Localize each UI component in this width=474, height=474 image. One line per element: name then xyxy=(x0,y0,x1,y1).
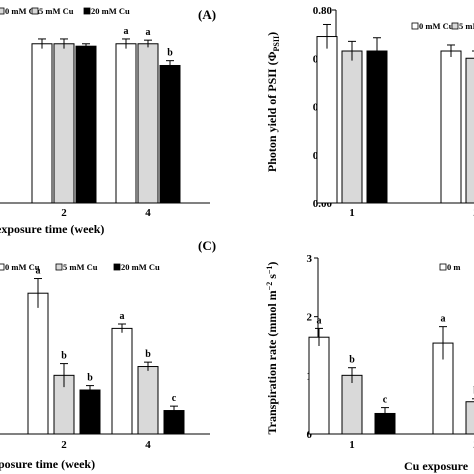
significance-letter: a xyxy=(124,26,129,37)
legend-label: 20 mM Cu xyxy=(121,262,160,272)
legend-label: 5 mM Cu xyxy=(39,6,74,16)
bar-0-mm-cu-2 xyxy=(440,50,462,204)
legend-label: 0 mM Cu xyxy=(419,21,454,31)
legend-swatch xyxy=(55,263,63,271)
y-tick-label: 2 xyxy=(307,312,313,324)
panel-c-xlabel: posure time (week) xyxy=(0,457,95,471)
legend-swatch xyxy=(0,7,5,15)
panel-a-xtick-2: 4 xyxy=(145,207,151,219)
significance-letter: b xyxy=(145,349,151,360)
bar-5-mm-cu-1 xyxy=(341,50,363,204)
legend-label: 0 mM Cu xyxy=(5,262,40,272)
bar-5-mm-cu-2 xyxy=(465,401,474,435)
bar-0-mm-cu-2 xyxy=(31,43,53,204)
panel-b-ylabel: Photon yield of PSII (ΦPSII) xyxy=(265,32,281,172)
panel-c-xtick-1: 2 xyxy=(61,439,67,451)
significance-letter: a xyxy=(441,314,446,325)
panel-c-chart: (C) 2 4 posure time (week) a b b a b c 0 mM Cu… xyxy=(0,238,216,471)
bar-20-mm-cu-1 xyxy=(366,50,388,204)
bar-20-mm-cu-2 xyxy=(79,389,101,435)
legend-swatch xyxy=(113,263,121,271)
bar-5-mm-cu-1 xyxy=(341,374,363,435)
significance-letter: a xyxy=(146,27,151,38)
panel-a-xtick-1: 2 xyxy=(61,207,67,219)
significance-letter: a xyxy=(317,315,322,326)
panel-d-xlabel: Cu exposure xyxy=(404,459,469,473)
bar-0-mm-cu-1 xyxy=(308,336,330,435)
y-tick-label: 0 xyxy=(307,429,313,441)
bar-0-mm-cu-1 xyxy=(316,36,338,204)
legend-swatch xyxy=(0,263,5,271)
significance-letter: c xyxy=(383,395,388,406)
significance-letter: b xyxy=(349,355,355,366)
panel-b-xtick-1: 1 xyxy=(349,207,355,219)
panel-d-chart: Transpiration rate (mmol m−2 s−1) 1 2 Cu… xyxy=(265,253,474,473)
significance-letter: a xyxy=(36,266,41,277)
legend-label: 5 mM Cu xyxy=(63,262,98,272)
y-tick-label: 3 xyxy=(307,253,313,265)
y-tick-label: 0.80 xyxy=(313,5,333,17)
significance-letter: b xyxy=(167,48,173,59)
significance-letter: b xyxy=(87,373,93,384)
legend-label: 5 mM Cu xyxy=(459,21,474,31)
legend-swatch xyxy=(83,7,91,15)
bar-5-mm-cu-2 xyxy=(465,57,474,204)
panel-b-chart: Photon yield of PSII (ΦPSII) 1 2 0.000.2… xyxy=(265,5,474,219)
bar-20-mm-cu-2 xyxy=(75,45,97,204)
panel-d-ylabel: Transpiration rate (mmol m−2 s−1) xyxy=(265,262,279,435)
legend-label: 0 m xyxy=(447,262,460,272)
significance-letter: a xyxy=(120,311,125,322)
legend-swatch xyxy=(31,7,39,15)
panel-c-xtick-2: 4 xyxy=(145,439,151,451)
legend-swatch xyxy=(451,22,459,30)
panel-d-xtick-1: 1 xyxy=(349,439,355,451)
panel-a-letter: (A) xyxy=(198,7,216,22)
significance-letter: c xyxy=(172,393,177,404)
legend-swatch xyxy=(411,22,419,30)
legend-label: 20 mM Cu xyxy=(91,6,130,16)
panel-a-xlabel: exposure time (week) xyxy=(0,222,104,236)
bar-5-mm-cu-4 xyxy=(137,366,159,435)
bar-5-mm-cu-2 xyxy=(53,43,75,204)
bar-0-mm-cu-4 xyxy=(115,43,137,204)
bar-0-mm-cu-2 xyxy=(27,292,49,435)
panel-c-letter: (C) xyxy=(198,238,216,253)
panel-a-chart: (A) 2 4 exposure time (week) a a b 0 mM Cu 5… xyxy=(0,6,216,236)
bar-0-mm-cu-4 xyxy=(111,327,133,435)
legend-swatch xyxy=(439,263,447,271)
legend-label: 0 mM Cu xyxy=(5,6,40,16)
significance-letter: b xyxy=(61,351,67,362)
bar-20-mm-cu-4 xyxy=(159,64,181,204)
bar-5-mm-cu-4 xyxy=(137,43,159,204)
